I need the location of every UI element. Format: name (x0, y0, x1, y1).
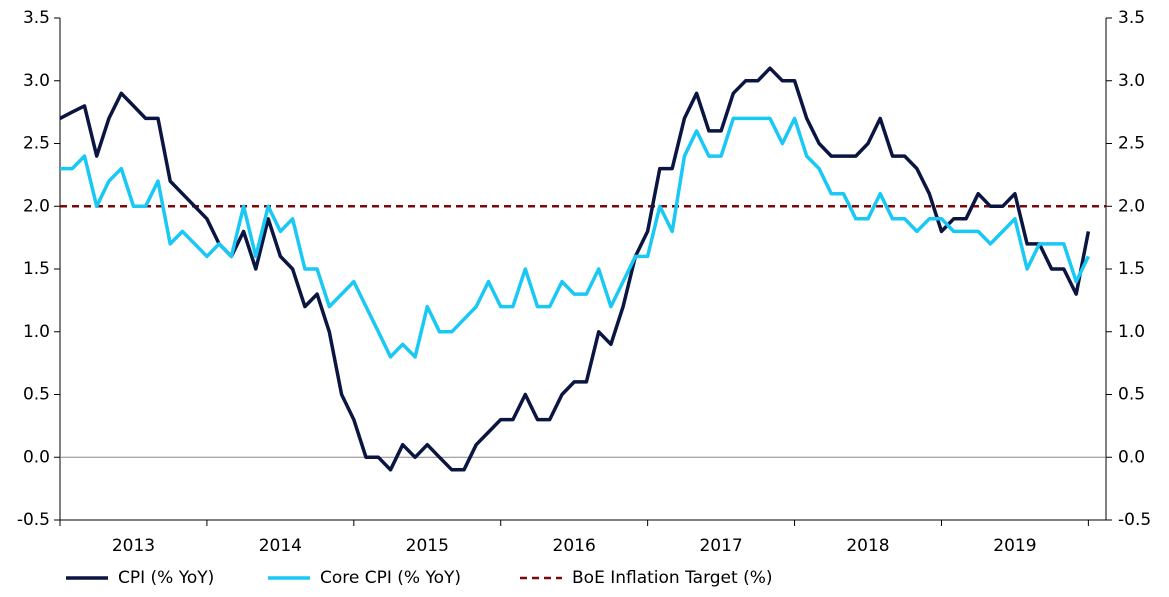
y2-tick-label: 3.5 (1118, 8, 1145, 28)
y2-tick-label: 0.0 (1118, 447, 1145, 467)
y-tick-label: 0.5 (23, 385, 50, 405)
y2-tick-label: 3.0 (1118, 71, 1145, 91)
legend-label: BoE Inflation Target (%) (572, 568, 773, 588)
x-tick-label: 2017 (699, 536, 742, 556)
legend-label: Core CPI (% YoY) (320, 568, 461, 588)
y2-tick-label: 0.5 (1118, 385, 1145, 405)
x-tick-label: 2015 (406, 536, 449, 556)
series-line (59, 66, 1091, 472)
y2-tick-label: 2.0 (1118, 196, 1145, 216)
y-tick-label: 2.5 (23, 134, 50, 154)
y2-tick-label: -0.5 (1118, 510, 1151, 530)
x-tick-label: 2016 (553, 536, 596, 556)
x-tick-label: 2019 (993, 536, 1036, 556)
y2-tick-label: 1.0 (1118, 322, 1145, 342)
y2-tick-label: 2.5 (1118, 134, 1145, 154)
y-tick-label: 3.5 (23, 8, 50, 28)
y-tick-label: 1.0 (23, 322, 50, 342)
x-tick-label: 2013 (112, 536, 155, 556)
y-tick-label: 3.0 (23, 71, 50, 91)
y-tick-label: 1.5 (23, 259, 50, 279)
series-line (60, 116, 1090, 359)
x-tick-label: 2018 (846, 536, 889, 556)
legend-label: CPI (% YoY) (118, 568, 214, 588)
x-tick-label: 2014 (259, 536, 302, 556)
y2-tick-label: 1.5 (1118, 259, 1145, 279)
y-tick-label: -0.5 (17, 510, 50, 530)
y-tick-label: 0.0 (23, 447, 50, 467)
y-tick-label: 2.0 (23, 196, 50, 216)
